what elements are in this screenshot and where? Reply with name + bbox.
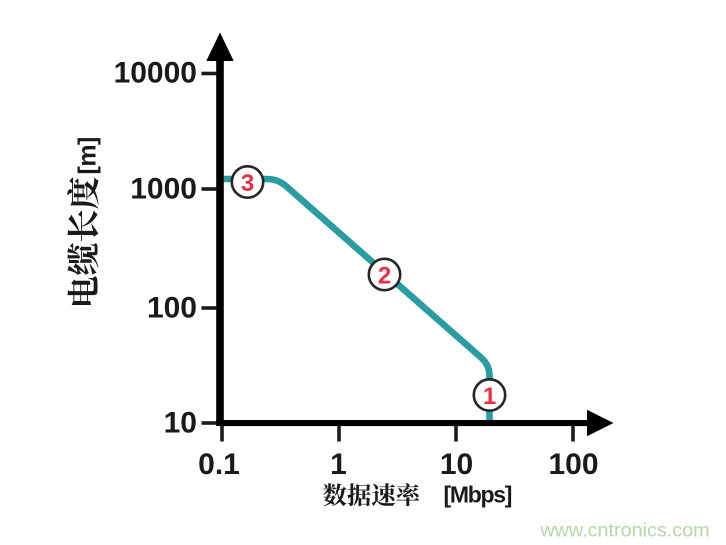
svg-text:0.1: 0.1 [198,448,240,481]
svg-text:100: 100 [548,448,598,481]
svg-text:[Mbps]: [Mbps] [444,482,512,508]
svg-text:1000: 1000 [130,173,197,206]
svg-text:1: 1 [330,448,347,481]
svg-text:3: 3 [241,170,254,197]
svg-text:1: 1 [483,383,496,410]
svg-text:100: 100 [147,292,197,325]
svg-text:[m]: [m] [74,137,102,174]
svg-text:10000: 10000 [114,57,197,90]
svg-text:2: 2 [378,262,391,289]
svg-text:10: 10 [164,407,197,440]
svg-text:www.cntronics.com: www.cntronics.com [539,520,709,542]
svg-text:10: 10 [440,448,473,481]
